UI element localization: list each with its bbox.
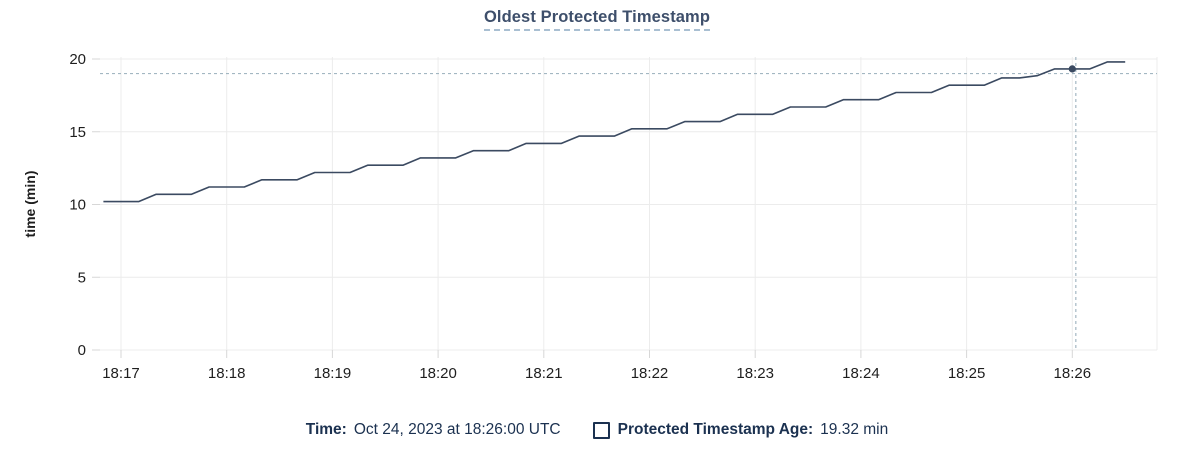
- series-line: [103, 61, 1126, 203]
- series-swatch-icon: [592, 421, 610, 439]
- x-tick-label: 18:24: [842, 365, 880, 382]
- y-tick-label: 15: [69, 124, 86, 141]
- legend-time-value: Oct 24, 2023 at 18:26:00 UTC: [353, 421, 561, 438]
- x-tick-label: 18:19: [314, 365, 352, 382]
- x-tick-label: 18:18: [208, 365, 246, 382]
- x-tick-label: 18:22: [631, 365, 669, 382]
- y-tick-label: 10: [69, 197, 86, 214]
- x-tick-label: 18:23: [736, 365, 774, 382]
- x-tick-label: 18:17: [102, 365, 140, 382]
- legend-series-label: Protected Timestamp Age:: [617, 421, 814, 438]
- legend-time: Time: Oct 24, 2023 at 18:26:00 UTC: [306, 421, 561, 439]
- legend-time-label: Time:: [305, 421, 347, 438]
- y-tick-label: 5: [78, 269, 86, 286]
- chart-legend: Time: Oct 24, 2023 at 18:26:00 UTC Prote…: [0, 421, 1194, 439]
- y-tick-label: 20: [69, 51, 86, 68]
- line-chart[interactable]: 0 5 10 15 20 18:17 18:18 18:19 18:20 18:21 18:22 18…: [0, 0, 1194, 400]
- hover-dot: [1068, 65, 1076, 73]
- chart-title-row: Oldest Protected Timestamp: [0, 8, 1194, 31]
- chart-title[interactable]: Oldest Protected Timestamp: [483, 8, 711, 31]
- x-tick-label: 18:21: [525, 365, 563, 382]
- x-tick-label: 18:25: [948, 365, 986, 382]
- x-tick-label: 18:20: [419, 365, 457, 382]
- legend-series-value: 19.32 min: [820, 421, 889, 438]
- x-tick-label: 18:26: [1054, 365, 1092, 382]
- y-tick-label: 0: [78, 342, 86, 359]
- legend-series[interactable]: Protected Timestamp Age: 19.32 min: [592, 421, 889, 439]
